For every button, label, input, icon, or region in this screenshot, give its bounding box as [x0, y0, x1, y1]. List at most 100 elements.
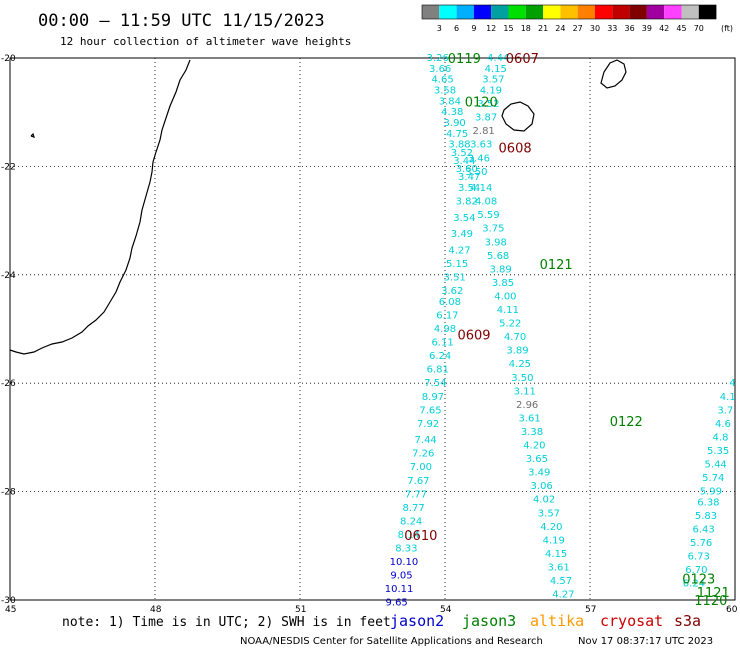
map-border — [9, 57, 736, 601]
swh-value: 4.1 — [720, 392, 736, 403]
scale-swatch — [560, 5, 578, 19]
swh-value: 4.02 — [533, 495, 555, 506]
legend-s3a: s3a — [674, 612, 701, 630]
scale-tick-label: 30 — [590, 24, 600, 33]
swh-value: 3.57 — [538, 508, 560, 519]
scale-swatch — [698, 5, 717, 19]
map-subtitle: 12 hour collection of altimeter wave hei… — [60, 35, 351, 48]
madagascar-coastline — [9, 59, 191, 355]
track-0123: 4 4.1 3.7 4.6 4.8 5.35 5.44 5.74 5.996.38 5.83 6.4… — [683, 378, 736, 590]
scale-swatch — [612, 5, 630, 19]
swh-value: 3.75 — [482, 224, 504, 235]
swh-value: 3.98 — [485, 237, 507, 248]
scale-unit: (ft) — [721, 24, 733, 33]
color-scale-legend: 3 6 9 12 15 18 21 24 27 30 33 36 39 42 45 70 (ft) — [421, 4, 733, 33]
pass-label: 0608 — [499, 141, 532, 156]
swh-value: 3.65 — [526, 454, 548, 465]
swh-value: 8.33 — [395, 544, 417, 555]
swh-value: 10.10 — [390, 557, 419, 568]
footnote: note: 1) Time is in UTC; 2) SWH is in fe… — [62, 615, 391, 630]
swh-value: 3.60 — [456, 164, 478, 175]
pass-label: 0119 — [448, 52, 481, 67]
pass-label: 0609 — [457, 328, 490, 343]
swh-value: 3.50 — [465, 167, 487, 178]
scale-swatch — [508, 5, 526, 19]
swh-value: 4.8 — [713, 432, 729, 443]
lat-tick-label: -28 — [1, 488, 16, 498]
scale-tick-label: 9 — [471, 24, 476, 33]
swh-value: 5.83 — [695, 511, 717, 522]
swh-value: 7.44 — [415, 435, 437, 446]
lon-tick-label: 54 — [440, 605, 452, 615]
pass-label: 1121 — [697, 586, 730, 601]
swh-value: 7.77 — [405, 489, 427, 500]
scale-tick-label: 27 — [573, 24, 583, 33]
lat-tick-label: -30 — [1, 596, 16, 606]
swh-value: 4.44 — [487, 53, 509, 64]
scale-swatch — [473, 5, 492, 19]
scale-tick-label: 12 — [486, 24, 496, 33]
swh-value: 9.05 — [390, 571, 412, 582]
swh-value: 4.15 — [545, 549, 567, 560]
scale-swatch — [543, 5, 561, 19]
swh-value: 3.11 — [514, 386, 536, 397]
altimeter-tracks: 3.263.664.653.583.844.383.904.753.883.52… — [385, 53, 736, 609]
scale-swatch — [456, 5, 474, 19]
swh-value: 3.44 — [453, 156, 475, 167]
swh-value: 3.52 — [477, 99, 499, 110]
track-0119-0120: 3.263.664.653.583.844.383.904.753.883.52… — [385, 53, 481, 609]
swh-value: 4.14 — [470, 183, 492, 194]
swh-value: 6.24 — [429, 351, 451, 362]
swh-value: 4.15 — [485, 64, 507, 75]
swh-value: 3.66 — [429, 64, 451, 75]
swh-value: 3.7 — [717, 405, 733, 416]
scale-swatch — [681, 5, 699, 19]
legend-jason3: jason3 — [462, 612, 516, 630]
swh-value: 7.67 — [407, 476, 429, 487]
swh-value: 5.99 — [700, 487, 722, 498]
swh-value: 9.65 — [386, 598, 408, 609]
scale-tick-label: 3 — [437, 24, 442, 33]
swh-value: 3.46 — [468, 153, 490, 164]
generation-timestamp: Nov 17 08:37:17 UTC 2023 — [578, 636, 713, 647]
swh-value: 5.35 — [707, 446, 729, 457]
swh-value: 3.89 — [506, 346, 528, 357]
scale-tick-label: 70 — [694, 24, 704, 33]
swh-value: 3.49 — [451, 229, 473, 240]
scale-border — [421, 4, 717, 20]
scale-swatch — [629, 5, 647, 19]
swh-value: 6.08 — [439, 297, 461, 308]
lon-tick-label: 51 — [295, 605, 306, 615]
swh-value: 10.11 — [385, 584, 414, 595]
swh-value: 6.38 — [697, 497, 719, 508]
swh-value: 7.00 — [410, 462, 432, 473]
scale-swatch — [525, 5, 544, 19]
legend-altika: altika — [530, 612, 584, 630]
track-0607-0608-0122: 4.444.153.574.193.523.872.813.633.463.50… — [465, 53, 574, 601]
lat-lon-grid — [10, 58, 735, 600]
pass-label: 0607 — [506, 52, 539, 67]
swh-value: 5.15 — [446, 259, 468, 270]
scale-swatch — [439, 5, 457, 19]
swh-value: 3.90 — [444, 118, 466, 129]
legend-jason2: jason2 — [390, 612, 444, 630]
lat-tick-label: -26 — [1, 379, 16, 389]
swh-value: 4.19 — [543, 535, 565, 546]
swh-value: 2.96 — [516, 400, 538, 411]
swh-value: 7.54 — [424, 378, 446, 389]
swh-value: 4.25 — [509, 359, 531, 370]
swh-value: 6.24 — [683, 579, 705, 590]
reunion-island-coastline — [501, 101, 535, 132]
swh-value: 3.54 — [458, 183, 480, 194]
scale-tick-label: 18 — [521, 24, 531, 33]
scale-tick-label: 42 — [659, 24, 669, 33]
swh-value: 7.92 — [417, 419, 439, 430]
swh-value: 6.17 — [436, 310, 458, 321]
pass-label: 1120 — [694, 594, 727, 609]
swh-value: 4.98 — [434, 324, 456, 335]
swh-value: 5.22 — [499, 319, 521, 330]
lat-tick-label: -20 — [1, 54, 16, 64]
swh-value: 3.51 — [444, 273, 466, 284]
